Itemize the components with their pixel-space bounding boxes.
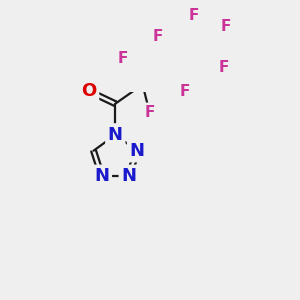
Text: N: N (121, 167, 136, 185)
Text: F: F (118, 51, 128, 66)
Text: F: F (180, 84, 190, 99)
Text: N: N (108, 126, 123, 144)
Text: F: F (152, 29, 163, 44)
Text: F: F (144, 105, 155, 120)
Text: N: N (130, 142, 145, 160)
Text: F: F (221, 20, 232, 34)
Text: O: O (81, 82, 97, 100)
Text: F: F (218, 60, 229, 75)
Text: N: N (94, 167, 110, 185)
Text: F: F (188, 8, 199, 23)
